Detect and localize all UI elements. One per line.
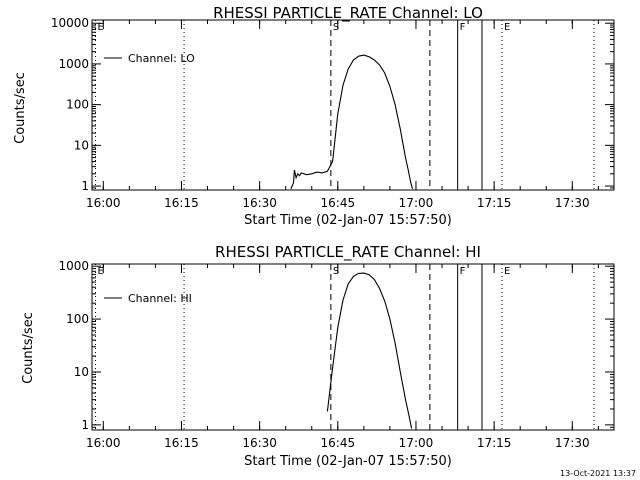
y-tick-label: 1000 [58,259,89,273]
event-marker-label: E [97,266,103,277]
x-tick-label: 16:30 [242,196,277,210]
x-tick-label: 16:45 [321,436,356,450]
x-axis-label: Start Time (02-Jan-07 15:57:50) [244,454,452,469]
x-tick-label: 17:30 [555,436,590,450]
y-tick-label: 10 [74,365,89,379]
x-tick-label: 16:00 [86,436,121,450]
event-marker-label: F [460,22,466,33]
y-tick-label: 10 [74,138,89,152]
x-tick-label: 16:15 [164,196,199,210]
chart-title: RHESSI PARTICLE_RATE Channel: LO [213,4,483,23]
event-marker-label: F [460,266,466,277]
y-tick-label: 10000 [51,16,89,30]
y-tick-label: 100 [66,312,89,326]
x-tick-label: 17:30 [555,196,590,210]
series-line [290,54,414,190]
y-axis-label: Counts/sec [21,312,36,384]
event-marker-label: E [97,22,103,33]
chart-panel-hi: RHESSI PARTICLE_RATE Channel: HI Start T… [21,243,615,469]
x-tick-label: 16:15 [164,436,199,450]
event-marker-label: S [333,266,339,277]
x-axis-label: Start Time (02-Jan-07 15:57:50) [244,213,452,228]
x-tick-label: 17:00 [399,196,434,210]
x-tick-label: 16:00 [86,196,121,210]
y-axis-label: Counts/sec [13,72,28,144]
y-tick-label: 1 [81,418,89,432]
event-marker-label: S [333,22,339,33]
legend-label: Channel: LO [128,52,195,65]
x-tick-label: 16:45 [321,196,356,210]
series-line [326,272,413,429]
x-tick-label: 17:00 [399,436,434,450]
legend-label: Channel: HI [128,292,192,305]
chart-title: RHESSI PARTICLE_RATE Channel: HI [215,243,481,262]
y-tick-label: 1 [81,179,89,193]
y-tick-label: 1000 [58,57,89,71]
chart-panel-lo: RHESSI PARTICLE_RATE Channel: LO Start T… [13,4,615,228]
x-tick-label: 16:30 [242,436,277,450]
x-tick-label: 17:15 [477,196,512,210]
y-tick-label: 100 [66,98,89,112]
event-marker-label: E [504,266,510,277]
footer-timestamp: 13-Oct-2021 13:37 [560,469,636,478]
x-tick-label: 17:15 [477,436,512,450]
event-marker-label: E [504,22,510,33]
